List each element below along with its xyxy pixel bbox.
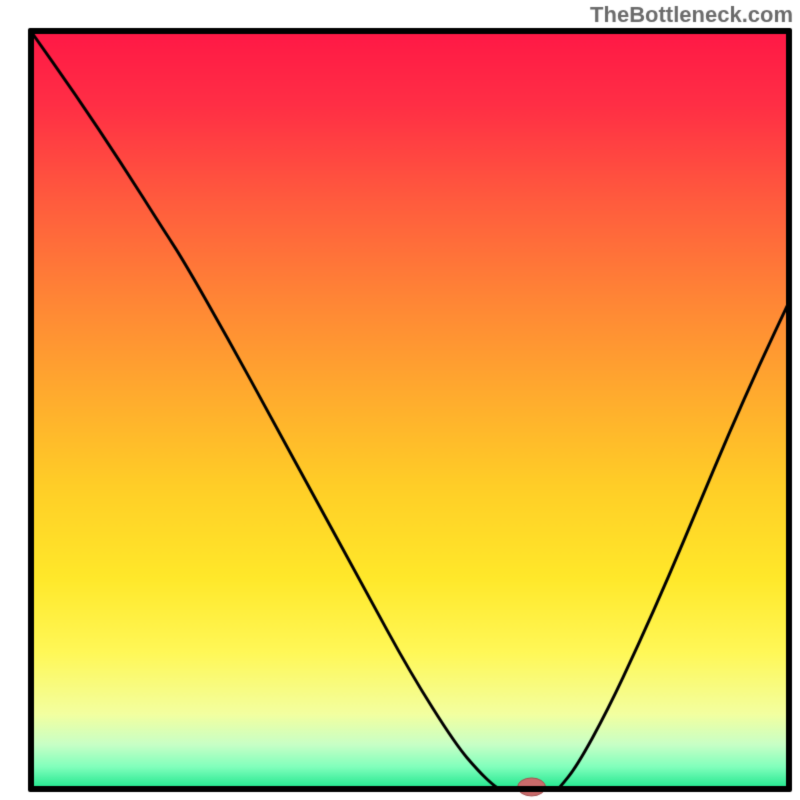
bottleneck-chart	[0, 0, 800, 800]
